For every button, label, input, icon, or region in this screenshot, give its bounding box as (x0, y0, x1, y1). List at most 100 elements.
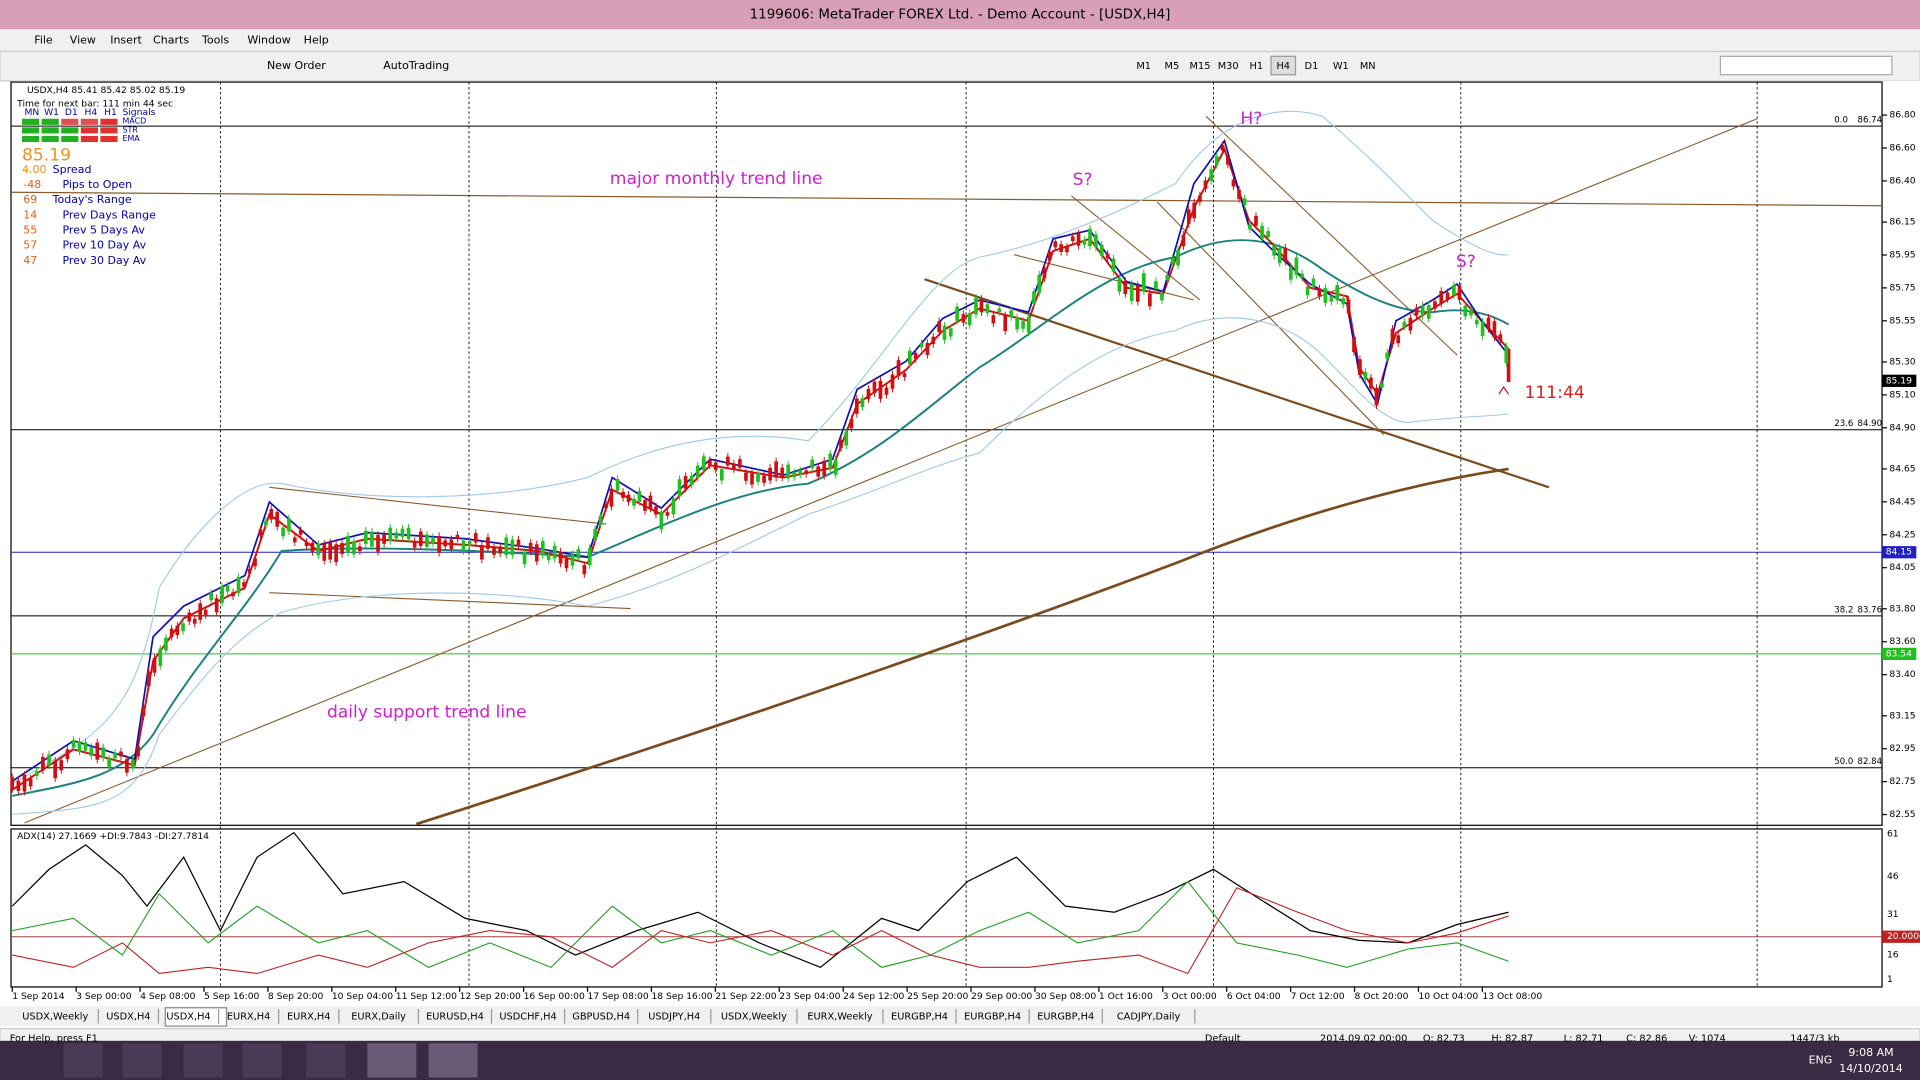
candle-body (1099, 244, 1104, 257)
candle-body (304, 541, 309, 546)
candle-body (816, 466, 821, 477)
candle-body (948, 328, 953, 337)
candle-body (961, 314, 966, 323)
time-axis-label: 25 Sep 20:00 (907, 991, 968, 1002)
chart-window (11, 80, 1920, 1007)
fib-price: 86.74 (1858, 116, 1883, 126)
candle-body (1226, 156, 1230, 165)
candle-body (1154, 281, 1158, 289)
price-marker: 84.15 (1886, 547, 1912, 558)
price-axis-label: 82.55 (1889, 809, 1915, 820)
candle-body (774, 461, 778, 478)
signal-timeframe: MN (24, 107, 39, 118)
candle-body (334, 544, 338, 563)
candle-body (181, 623, 185, 631)
status-text: Default (1205, 1033, 1241, 1044)
candle-body (34, 771, 39, 776)
candle-body (1026, 316, 1031, 333)
candle-body (1242, 198, 1247, 206)
candle-body (352, 541, 356, 555)
candle-body (1047, 251, 1052, 261)
candle-body (1129, 283, 1134, 301)
candle-body (1220, 145, 1225, 151)
candle-body (65, 749, 70, 760)
price-axis-label: 83.80 (1889, 603, 1915, 614)
stat-value: -48 (23, 178, 41, 191)
candle-body (974, 297, 978, 315)
candle-body (1105, 253, 1110, 259)
candle-body (738, 459, 742, 468)
time-axis-label: 17 Sep 08:00 (588, 991, 649, 1002)
candle-body (1358, 359, 1362, 375)
candle-body (358, 546, 362, 552)
candle-body (504, 537, 509, 556)
candle-body (363, 530, 368, 544)
candle-body (412, 541, 417, 548)
candle-body (95, 742, 100, 760)
menu-item: View (70, 33, 96, 46)
candle-body (1148, 293, 1152, 307)
spread-value: 4.00 (22, 163, 47, 176)
candle-body (854, 398, 859, 414)
price-axis-label: 83.15 (1889, 710, 1915, 721)
candle-body (1088, 228, 1092, 247)
annotation: H? (1240, 109, 1262, 129)
candle-body (1408, 317, 1413, 331)
candle-body (913, 352, 918, 360)
candle-body (1231, 179, 1236, 187)
candle-body (884, 387, 889, 395)
candle-body (528, 542, 533, 552)
signal-indicator: EMA (122, 134, 140, 143)
candle-body (1374, 387, 1379, 406)
status-text: V: 1074 (1689, 1033, 1726, 1044)
candle-body (47, 754, 51, 766)
price-axis-label: 84.45 (1889, 496, 1915, 507)
candle-body (609, 488, 614, 507)
taskbar-icons (63, 1043, 478, 1078)
candle-body (1305, 286, 1310, 296)
candle-body (1323, 287, 1328, 303)
candle-body (701, 456, 706, 471)
status-text: C: 82.86 (1626, 1033, 1667, 1044)
candle-body (253, 558, 257, 567)
indicator-axis-label: 46 (1887, 871, 1899, 882)
fib-price: 83.76 (1858, 605, 1883, 615)
indicator-axis-label: 20.0000 (1887, 931, 1920, 942)
candle-body (1289, 266, 1293, 280)
candle-body (626, 494, 631, 502)
stat-label: Prev 30 Day Av (62, 254, 146, 267)
candle-body (1198, 195, 1202, 203)
annotation: daily support trend line (327, 703, 527, 723)
price-axis-label: 84.90 (1889, 422, 1915, 433)
fib-level: 50.0 (1834, 757, 1853, 767)
stat-label: Pips to Open (62, 178, 132, 191)
menu-item: Insert (110, 33, 142, 46)
price-axis-label: 85.30 (1889, 356, 1915, 367)
candle-body (762, 475, 766, 483)
candle-body (576, 549, 581, 559)
candle-body (1015, 317, 1019, 330)
price-axis-label: 86.60 (1889, 143, 1915, 154)
candle-body (1341, 298, 1346, 305)
candle-body (287, 518, 291, 532)
candle-body (621, 491, 625, 498)
candle-body (71, 739, 76, 748)
candle-body (792, 472, 797, 478)
price-axis-label: 86.40 (1889, 175, 1915, 186)
time-axis-label: 4 Sep 08:00 (140, 991, 196, 1002)
chart-header: USDX,H4 85.41 85.42 85.02 85.19 (27, 85, 185, 96)
candle-body (1214, 156, 1219, 165)
candle-body (1463, 305, 1468, 317)
chart-tab: USDX,Weekly (721, 1011, 787, 1022)
candle-body (1480, 321, 1485, 337)
search-box[interactable] (1719, 55, 1893, 76)
candle-body (1272, 245, 1276, 256)
menu-item: Window (247, 33, 290, 46)
price-axis-label: 83.60 (1889, 636, 1915, 647)
candle-body (833, 459, 838, 475)
time-axis-label: 8 Oct 20:00 (1355, 991, 1409, 1002)
current-price: 85.19 (22, 146, 71, 166)
stat-value: 47 (23, 254, 37, 267)
candles (10, 141, 1509, 796)
timeframe-active (1270, 55, 1297, 76)
